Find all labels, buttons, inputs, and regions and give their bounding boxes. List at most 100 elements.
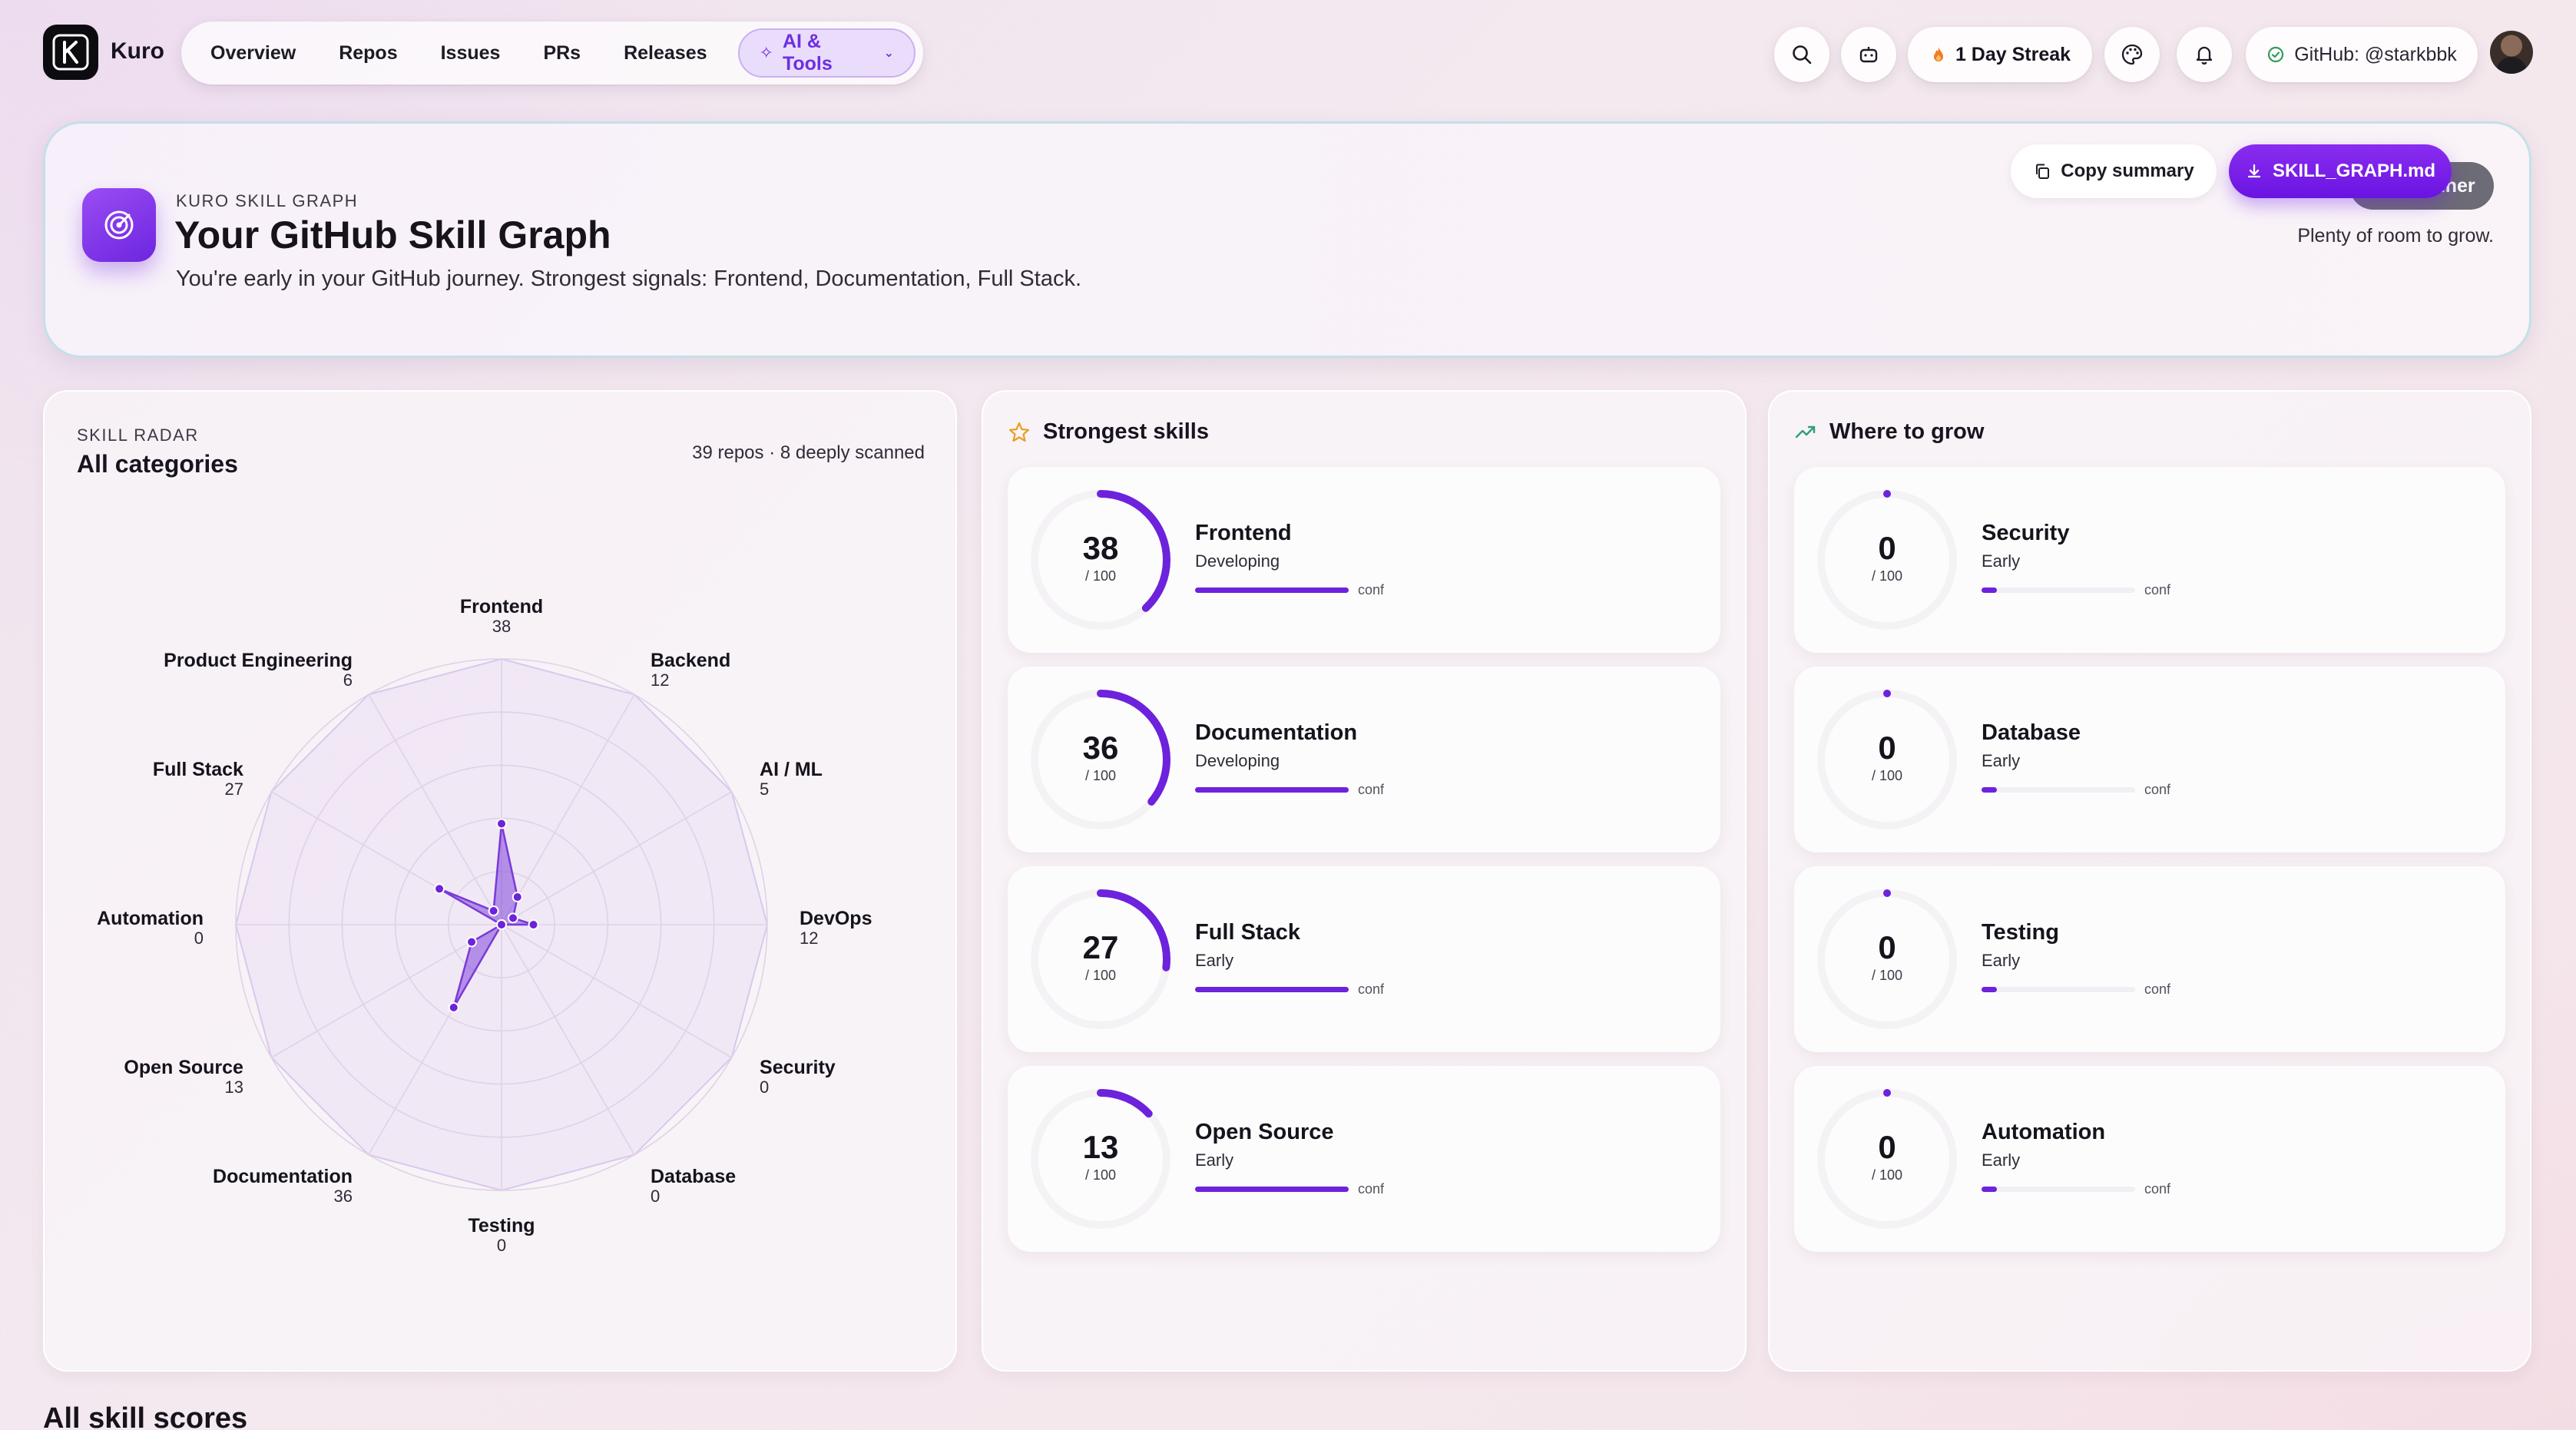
score-ring-progress — [1817, 690, 1957, 829]
where-to-grow-title: Where to grow — [1829, 419, 1985, 444]
skill-card[interactable]: 13 / 100 Open Source Early conf — [1008, 1066, 1720, 1252]
radar-axis-label: AI / ML — [760, 759, 823, 780]
strongest-skills-title: Strongest skills — [1043, 419, 1209, 444]
skill-score-max: / 100 — [1084, 568, 1117, 584]
score-ring-progress — [1817, 490, 1957, 630]
radar-point-product-engineering — [488, 905, 499, 917]
skill-card[interactable]: 38 / 100 Frontend Developing conf — [1008, 467, 1720, 653]
skill-level: Early — [1982, 1150, 2021, 1170]
score-ring-progress — [1031, 490, 1170, 630]
skill-card[interactable]: 36 / 100 Documentation Developing conf — [1008, 667, 1720, 852]
confidence-bar — [1195, 787, 1349, 793]
skill-score-max: / 100 — [1871, 568, 1903, 584]
streak-badge[interactable]: 1 Day Streak — [1908, 27, 2092, 82]
radar-axis-value: 0 — [760, 1077, 769, 1097]
nav-repos[interactable]: Repos — [339, 41, 398, 64]
skill-name: Automation — [1982, 1120, 2106, 1144]
skill-card[interactable]: 27 / 100 Full Stack Early conf — [1008, 866, 1720, 1052]
radar-point-full-stack — [434, 883, 445, 895]
skill-score: 13 — [1082, 1129, 1119, 1165]
hero-summary: You're early in your GitHub journey. Str… — [176, 266, 1082, 291]
confidence-bar-fill — [1982, 787, 1997, 793]
radar-axis-value: 0 — [497, 1236, 506, 1255]
skill-card[interactable]: 0 / 100 Database Early conf — [1794, 667, 2505, 852]
radar-axis-label: Automation — [97, 908, 204, 929]
radar-axis-label: Product Engineering — [164, 650, 353, 671]
skill-score-max: / 100 — [1084, 1167, 1117, 1183]
nav-overview[interactable]: Overview — [210, 41, 296, 64]
nav-issues[interactable]: Issues — [440, 41, 501, 64]
nav-releases[interactable]: Releases — [624, 41, 707, 64]
radar-title: All categories — [77, 450, 238, 478]
radar-axis-label: Security — [760, 1057, 836, 1078]
skill-level: Early — [1195, 1150, 1234, 1170]
score-ring-progress — [1817, 1089, 1957, 1229]
github-account-pill[interactable]: GitHub: @starkbbk — [2246, 27, 2478, 82]
score-ring-progress — [1031, 889, 1170, 1029]
download-skill-graph-button[interactable]: SKILL_GRAPH.md — [2229, 144, 2452, 198]
confidence-bar-fill — [1195, 987, 1349, 992]
skill-card[interactable]: 0 / 100 Security Early conf — [1794, 467, 2505, 653]
trending-up-icon — [1795, 425, 1816, 438]
radar-target-icon — [82, 188, 156, 262]
copy-icon — [2036, 164, 2050, 179]
skill-score: 36 — [1082, 730, 1119, 766]
bot-button[interactable] — [1841, 27, 1896, 82]
skill-radar-panel: SKILL RADAR All categories 39 repos · 8 … — [43, 390, 957, 1372]
radar-axis-label: Documentation — [213, 1166, 353, 1187]
skill-level: Early — [1195, 951, 1234, 970]
skill-score: 0 — [1878, 530, 1896, 566]
skill-name: Security — [1982, 521, 2070, 545]
radar-point-backend — [512, 892, 523, 903]
radar-axis-label: Testing — [468, 1215, 535, 1236]
radar-point-open-source — [466, 936, 478, 948]
strongest-skills-panel: Strongest skills 38 / 100 Frontend Developi… — [982, 390, 1747, 1372]
skill-level: Early — [1982, 751, 2021, 770]
confidence-label: conf — [1358, 782, 1385, 797]
skill-name: Database — [1982, 720, 2081, 745]
skill-level: Early — [1982, 551, 2021, 571]
confidence-bar — [1982, 787, 2135, 793]
skill-card[interactable]: 0 / 100 Testing Early conf — [1794, 866, 2505, 1052]
nav-ai-tools-dropdown[interactable]: ✧ AI & Tools ⌄ — [737, 28, 916, 78]
check-circle-icon — [2268, 46, 2284, 63]
radar-axis-value: 12 — [800, 929, 818, 948]
search-button[interactable] — [1774, 27, 1829, 82]
confidence-bar — [1195, 987, 1349, 992]
score-ring — [1817, 490, 1957, 630]
nav-ai-tools-label: AI & Tools — [782, 31, 833, 74]
download-label: SKILL_GRAPH.md — [2272, 161, 2435, 181]
radar-point-devops — [528, 919, 539, 930]
notifications-button[interactable] — [2177, 27, 2232, 82]
confidence-bar-fill — [1195, 1187, 1349, 1192]
radar-point-ai-ml — [507, 912, 518, 924]
nav-prs[interactable]: PRs — [543, 41, 581, 64]
github-account-label: GitHub: @starkbbk — [2294, 43, 2457, 65]
radar-axis-label: Frontend — [460, 596, 543, 617]
skill-name: Testing — [1982, 920, 2059, 945]
radar-axis-value: 12 — [651, 670, 669, 690]
user-avatar[interactable] — [2490, 31, 2533, 74]
level-note: Plenty of room to grow. — [2297, 225, 2494, 247]
confidence-label: conf — [2144, 582, 2171, 597]
star-icon — [1008, 422, 1030, 442]
hero-eyebrow: KURO SKILL GRAPH — [176, 191, 359, 210]
confidence-label: conf — [1358, 582, 1385, 597]
score-ring — [1817, 889, 1957, 1029]
confidence-bar-fill — [1195, 787, 1349, 793]
score-ring — [1817, 690, 1957, 829]
skill-score-max: / 100 — [1084, 968, 1117, 983]
skill-level: Early — [1982, 951, 2021, 970]
radar-axis-value: 5 — [760, 780, 769, 799]
kuro-logo[interactable] — [43, 25, 98, 80]
confidence-label: conf — [2144, 1181, 2171, 1197]
page-title: Your GitHub Skill Graph — [174, 214, 611, 257]
all-skill-scores-heading: All skill scores — [43, 1402, 248, 1430]
copy-summary-button[interactable]: Copy summary — [2011, 144, 2217, 198]
skill-score: 0 — [1878, 730, 1896, 766]
confidence-bar — [1982, 987, 2135, 992]
radar-axis-value: 6 — [343, 670, 353, 690]
theme-button[interactable] — [2104, 27, 2160, 82]
skill-card[interactable]: 0 / 100 Automation Early conf — [1794, 1066, 2505, 1252]
radar-axis-label: Backend — [651, 650, 730, 671]
